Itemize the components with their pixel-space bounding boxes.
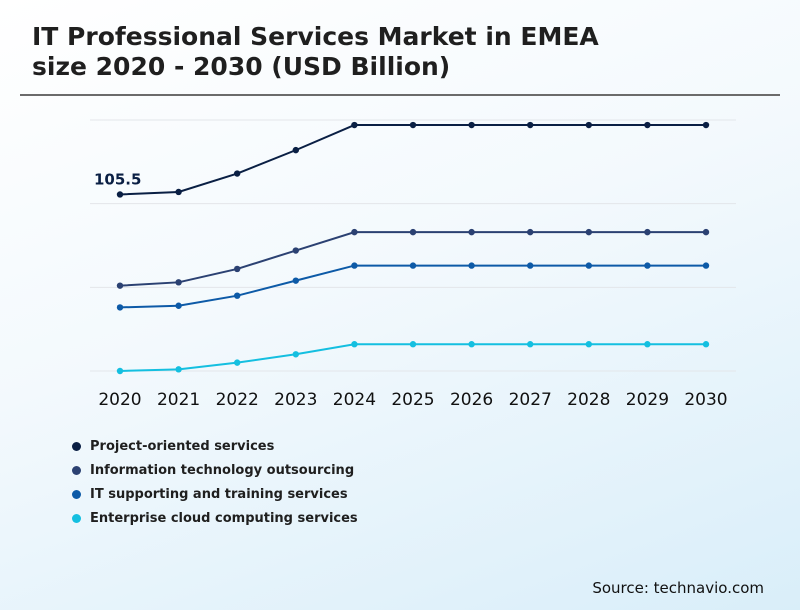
legend-label-it-supporting: IT supporting and training services: [90, 486, 348, 502]
series-2-point-2023: [292, 277, 299, 284]
x-tick-label-2027: 2027: [509, 390, 552, 410]
series-line-0: [119, 124, 706, 196]
legend-label-project-oriented: Project-oriented services: [90, 438, 275, 454]
x-tick-label-2023: 2023: [274, 390, 317, 410]
legend-swatch-cloud-computing: [72, 513, 81, 523]
series-3-point-2029: [644, 341, 651, 348]
x-tick-label-2030: 2030: [684, 390, 727, 410]
x-tick-label-2025: 2025: [391, 390, 434, 410]
series-1-point-2020: [116, 282, 124, 289]
series-3-point-2024: [351, 341, 358, 348]
series-3-point-2025: [409, 341, 417, 348]
series-1-point-2027: [527, 228, 534, 236]
series-0-point-2025: [409, 121, 417, 129]
series-1-point-2024: [351, 228, 358, 236]
series-1-point-2022: [234, 265, 241, 273]
series-1-point-2023: [292, 247, 299, 254]
legend-item-it-outsourcing: Information technology outsourcing: [72, 458, 358, 482]
series-2-point-2026: [468, 262, 475, 269]
series-3-point-2022: [234, 359, 241, 366]
source-credit: Source: technavio.com: [592, 579, 764, 597]
series-0-point-2023: [292, 146, 299, 154]
legend-label-cloud-computing: Enterprise cloud computing services: [90, 510, 358, 526]
series-3-point-2020: [116, 367, 124, 375]
x-tick-label-2024: 2024: [333, 390, 376, 410]
series-2-point-2030: [702, 262, 710, 269]
x-tick-label-2020: 2020: [98, 390, 141, 410]
series-3-point-2027: [527, 341, 534, 348]
x-tick-label-2022: 2022: [216, 390, 259, 410]
title-divider: [20, 94, 780, 96]
series-line-2: [119, 264, 706, 309]
line-chart: 2020 2021 2022 2023 2024 2025 2026 2027 2028 2029…: [90, 119, 736, 410]
chart-legend: Project-oriented services Information te…: [72, 434, 358, 530]
legend-swatch-project-oriented: [72, 441, 81, 451]
series-3-point-2028: [585, 341, 592, 348]
series-0-point-2027: [527, 121, 534, 129]
series-2-point-2022: [234, 292, 241, 299]
series-1-point-2021: [175, 279, 182, 286]
series-0-point-2026: [468, 121, 475, 129]
series-1-point-2029: [644, 228, 651, 236]
series-1-point-2030: [702, 228, 710, 236]
series-0-point-2029: [644, 121, 651, 129]
legend-item-cloud-computing: Enterprise cloud computing services: [72, 506, 358, 530]
series-1-point-2025: [409, 228, 417, 236]
x-tick-label-2029: 2029: [626, 390, 669, 410]
legend-item-it-supporting: IT supporting and training services: [72, 482, 358, 506]
series-0-point-2022: [234, 170, 241, 177]
legend-label-it-outsourcing: Information technology outsourcing: [90, 462, 355, 478]
series-1-point-2028: [585, 228, 592, 236]
legend-swatch-it-outsourcing: [72, 465, 81, 475]
series-line-3: [119, 343, 706, 372]
series-2-point-2020: [116, 304, 124, 311]
series-2-point-2025: [409, 262, 417, 269]
legend-item-project-oriented: Project-oriented services: [72, 434, 358, 458]
series-0-point-2028: [585, 121, 592, 129]
x-tick-label-2028: 2028: [567, 390, 610, 410]
series-0-point-2030: [702, 121, 710, 129]
series-3-point-2026: [468, 341, 475, 348]
series-3-point-2023: [292, 351, 299, 358]
series-2-point-2021: [175, 302, 182, 309]
legend-swatch-it-supporting: [72, 489, 81, 499]
x-tick-label-2021: 2021: [157, 390, 200, 410]
series-2-point-2028: [585, 262, 592, 269]
series-line-1: [119, 231, 706, 287]
x-tick-label-2026: 2026: [450, 390, 493, 410]
series-0-point-2020: [116, 191, 124, 198]
chart-title-line-1: IT Professional Services Market in EMEA: [32, 22, 599, 51]
series-2-point-2029: [644, 262, 651, 269]
series-1-point-2026: [468, 228, 475, 236]
series-2-point-2027: [527, 262, 534, 269]
series-0-point-2024: [351, 121, 358, 129]
chart-title: IT Professional Services Market in EMEA …: [32, 22, 772, 82]
series-2-point-2024: [351, 262, 358, 269]
series-3-point-2021: [175, 366, 182, 373]
series-0-point-2021: [175, 188, 182, 196]
data-label-0: 105.5: [94, 170, 141, 188]
chart-title-line-2: size 2020 - 2030 (USD Billion): [32, 52, 451, 81]
series-3-point-2030: [702, 341, 710, 348]
